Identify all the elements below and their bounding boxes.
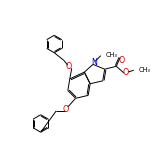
Text: CH₃: CH₃ [139, 67, 151, 73]
Text: N: N [91, 58, 97, 67]
Text: O: O [63, 105, 69, 114]
Text: O: O [66, 62, 72, 71]
Text: O: O [118, 56, 124, 65]
Text: O: O [123, 68, 129, 77]
Text: CH₃: CH₃ [106, 52, 118, 58]
